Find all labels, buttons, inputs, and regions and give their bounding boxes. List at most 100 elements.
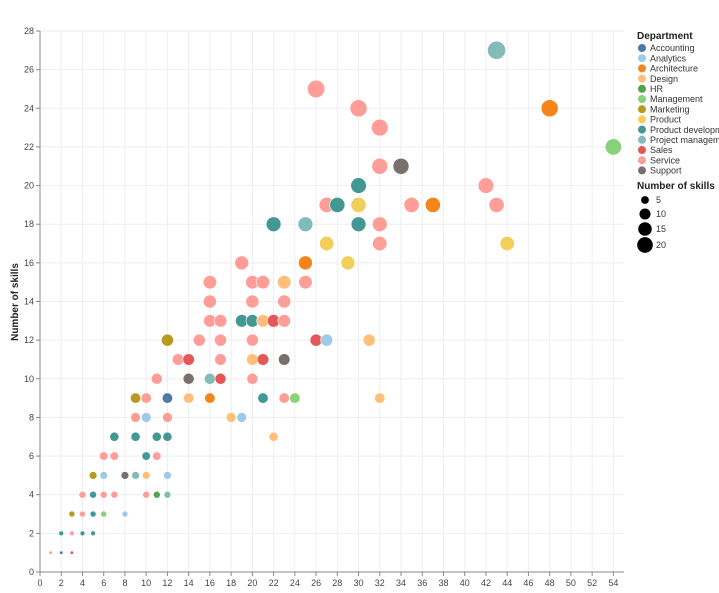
data-point (372, 216, 388, 232)
data-point (278, 353, 291, 366)
data-point (246, 333, 259, 347)
data-point (202, 275, 217, 290)
data-point (225, 412, 237, 423)
y-tick-label: 26 (24, 65, 34, 75)
data-point (298, 275, 313, 290)
data-point (214, 333, 227, 347)
x-tick-label: 18 (226, 578, 236, 588)
size-legend-swatch (639, 208, 651, 220)
y-tick-label: 12 (24, 335, 34, 345)
data-point (99, 471, 108, 480)
data-point (540, 99, 559, 118)
x-tick-label: 52 (587, 578, 597, 588)
size-legend-title: Number of skills (637, 181, 715, 192)
data-point (350, 196, 367, 213)
data-point (277, 294, 292, 309)
y-tick-label: 8 (29, 412, 34, 422)
x-tick-label: 0 (37, 578, 42, 588)
y-tick-label: 18 (24, 219, 34, 229)
y-tick-label: 24 (24, 103, 34, 113)
legend-swatch (638, 156, 646, 165)
x-tick-label: 54 (608, 578, 618, 588)
legend-item-label: Sales (650, 145, 673, 155)
x-tick-label: 26 (311, 578, 321, 588)
data-point (89, 510, 97, 518)
data-point (162, 431, 173, 442)
data-point (90, 530, 96, 537)
legend-item-label: Design (650, 74, 678, 84)
data-point (245, 294, 260, 309)
data-point (182, 353, 195, 366)
data-point (130, 431, 141, 442)
data-point (278, 392, 290, 404)
data-point (140, 412, 152, 423)
legend-item-label: Architecture (650, 64, 698, 74)
data-point (171, 353, 185, 366)
data-point (350, 177, 367, 194)
color-legend: AccountingAnalyticsArchitectureDesignHRM… (638, 43, 719, 176)
y-tick-label: 20 (24, 181, 34, 191)
size-legend-label: 15 (656, 224, 666, 234)
data-point (277, 275, 292, 290)
x-tick-label: 10 (141, 578, 151, 588)
data-point (234, 255, 250, 271)
data-point (320, 333, 334, 347)
x-tick-label: 42 (481, 578, 491, 588)
x-tick-label: 24 (290, 578, 300, 588)
data-point (142, 490, 150, 499)
data-point (424, 196, 441, 213)
data-point (153, 490, 161, 499)
legend-item-label: Project manageme (650, 135, 719, 145)
data-point (162, 412, 173, 423)
legend-swatch (638, 54, 646, 63)
data-point (307, 79, 326, 99)
y-tick-label: 10 (24, 374, 34, 384)
data-point (392, 157, 410, 175)
data-point (329, 196, 346, 213)
y-tick-label: 16 (24, 258, 34, 268)
color-legend-title: Department (637, 31, 693, 42)
data-point (130, 412, 141, 423)
x-tick-label: 48 (545, 578, 555, 588)
size-legend-label: 20 (656, 240, 666, 250)
data-point (340, 255, 356, 271)
data-point (48, 550, 53, 555)
data-point (309, 333, 323, 347)
data-point (58, 530, 65, 537)
data-point (130, 392, 142, 404)
data-point (362, 333, 376, 347)
data-point (140, 392, 152, 404)
data-point (257, 392, 269, 404)
data-point (79, 510, 86, 518)
size-legend-label: 10 (656, 209, 666, 219)
data-point (163, 471, 172, 480)
legend-item-label: Support (650, 166, 682, 176)
x-tick-label: 28 (332, 578, 342, 588)
data-point (109, 431, 120, 442)
data-point (499, 236, 515, 252)
data-point (371, 118, 389, 137)
legend-item-label: HR (650, 84, 663, 94)
data-point (182, 372, 195, 385)
y-tick-label: 4 (29, 490, 34, 500)
data-point (298, 255, 313, 271)
x-tick-label: 30 (354, 578, 364, 588)
y-tick-label: 14 (24, 297, 34, 307)
data-point (192, 333, 206, 347)
data-point (488, 196, 505, 213)
data-point (161, 333, 174, 347)
size-legend-swatch (641, 196, 649, 204)
data-point (255, 275, 271, 290)
data-point (88, 471, 98, 480)
data-point (151, 431, 162, 442)
data-point (99, 451, 109, 461)
data-point (109, 451, 119, 461)
data-point (141, 471, 151, 480)
legend-item-label: Management (650, 94, 703, 104)
data-point (371, 157, 389, 175)
x-tick-label: 50 (566, 578, 576, 588)
data-point (374, 392, 386, 404)
data-point (487, 40, 506, 60)
legend-item-label: Service (650, 155, 680, 165)
